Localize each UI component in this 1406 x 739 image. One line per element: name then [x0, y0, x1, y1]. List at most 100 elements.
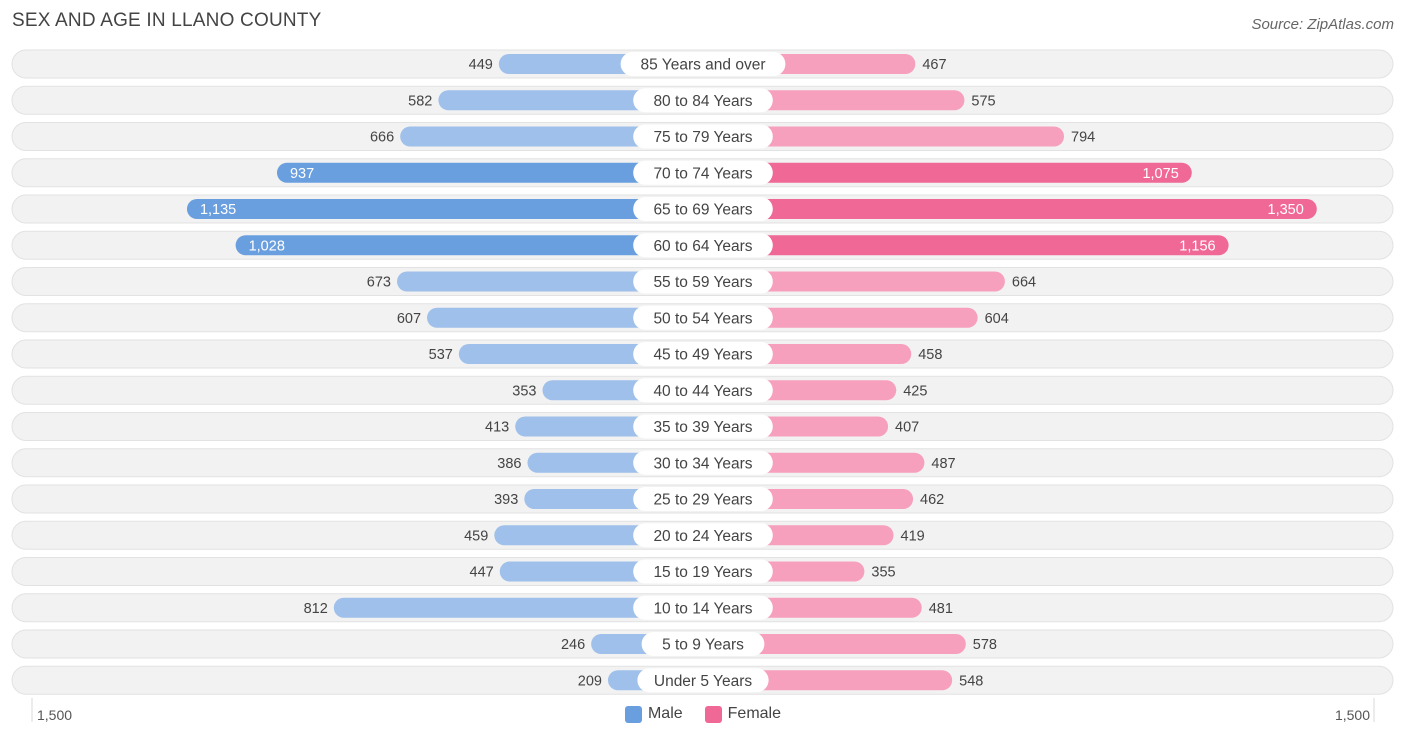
female-value-label: 604 — [985, 311, 1009, 327]
table-row: 10 to 14 Years 812 481 — [11, 593, 1394, 623]
male-value-label: 393 — [494, 492, 518, 508]
female-value-label: 419 — [901, 528, 925, 544]
female-value-label: 407 — [895, 420, 919, 436]
category-label-bg — [633, 88, 773, 113]
category-label: 35 to 39 Years — [653, 419, 752, 436]
category-label: 50 to 54 Years — [653, 310, 752, 327]
female-value-label: 481 — [929, 601, 953, 617]
table-row: 60 to 64 Years 1,028 1,156 — [11, 230, 1394, 260]
category-label-bg — [633, 523, 773, 548]
table-row: 25 to 29 Years 393 462 — [11, 484, 1394, 514]
table-row: Under 5 Years 209 548 — [11, 665, 1394, 695]
male-value-label: 449 — [469, 57, 493, 73]
legend-swatch-female — [704, 705, 722, 723]
female-value-label: 1,156 — [1179, 238, 1215, 254]
male-value-label: 447 — [470, 565, 494, 581]
male-value-label: 937 — [290, 166, 314, 182]
table-row: 55 to 59 Years 673 664 — [11, 267, 1394, 296]
male-value-label: 353 — [512, 383, 536, 399]
legend: Male Female — [0, 705, 1406, 723]
chart-title: SEX AND AGE IN LLANO COUNTY — [12, 10, 322, 31]
female-value-label: 458 — [918, 347, 942, 363]
female-value-label: 425 — [903, 383, 927, 399]
legend-label-female: Female — [727, 705, 782, 722]
male-value-label: 413 — [485, 420, 509, 436]
female-value-label: 467 — [922, 57, 946, 73]
category-label-bg — [633, 378, 773, 403]
male-value-label: 812 — [304, 601, 328, 617]
legend-label-male: Male — [647, 705, 683, 722]
category-label: 25 to 29 Years — [653, 492, 752, 509]
female-value-label: 1,075 — [1142, 166, 1178, 182]
category-label-bg — [633, 233, 773, 258]
category-label-bg — [633, 450, 773, 475]
category-label: 60 to 64 Years — [653, 238, 752, 255]
table-row: 65 to 69 Years 1,135 1,350 — [11, 194, 1394, 224]
female-value-label: 578 — [973, 637, 997, 653]
legend-item-female[interactable]: Female — [704, 705, 782, 723]
male-bar — [186, 199, 715, 219]
source-label: Source: ZipAtlas.com — [1251, 16, 1394, 33]
table-row: 5 to 9 Years 246 578 — [11, 629, 1394, 659]
female-value-label: 664 — [1012, 275, 1036, 291]
category-label: 80 to 84 Years — [653, 93, 752, 110]
category-label-bg — [633, 487, 773, 511]
male-value-label: 582 — [408, 93, 432, 109]
axis-label-left: 1,500 — [37, 707, 73, 723]
male-value-label: 673 — [367, 275, 391, 291]
male-value-label: 666 — [370, 130, 394, 146]
table-row: 50 to 54 Years 607 604 — [11, 303, 1394, 333]
male-value-label: 209 — [578, 673, 602, 689]
table-row: 40 to 44 Years 353 425 — [11, 375, 1394, 405]
male-value-label: 459 — [464, 528, 488, 544]
male-value-label: 1,028 — [249, 238, 285, 254]
category-label: 85 Years and over — [641, 57, 766, 74]
legend-item-male[interactable]: Male — [624, 705, 683, 723]
category-label-bg — [620, 52, 786, 76]
category-label-bg — [633, 197, 773, 221]
category-label-bg — [633, 559, 773, 584]
female-value-label: 548 — [959, 673, 983, 689]
category-label-bg — [633, 124, 773, 149]
male-value-label: 386 — [497, 456, 521, 472]
female-value-label: 487 — [931, 456, 955, 472]
female-value-label: 355 — [871, 565, 895, 581]
table-row: 20 to 24 Years 459 419 — [11, 520, 1394, 550]
table-row: 45 to 49 Years 537 458 — [11, 339, 1394, 369]
category-label-bg — [633, 342, 773, 366]
female-value-label: 462 — [920, 492, 944, 508]
female-bar — [691, 126, 1065, 147]
category-label: 15 to 19 Years — [653, 564, 752, 581]
category-label: 40 to 44 Years — [653, 383, 752, 400]
category-label: 70 to 74 Years — [653, 165, 752, 182]
female-value-label: 575 — [971, 93, 995, 109]
female-value-label: 1,350 — [1268, 202, 1304, 218]
axis-label-right: 1,500 — [1334, 707, 1370, 723]
male-value-label: 607 — [397, 311, 421, 327]
table-row: 30 to 34 Years 386 487 — [11, 448, 1394, 478]
category-label: 30 to 34 Years — [653, 455, 752, 472]
category-label: 10 to 14 Years — [653, 600, 752, 617]
table-row: 15 to 19 Years 447 355 — [11, 557, 1394, 586]
category-label: 20 to 24 Years — [653, 528, 752, 545]
male-bar — [333, 597, 715, 618]
category-label: 55 to 59 Years — [653, 274, 752, 291]
male-bar — [235, 235, 715, 256]
category-label-bg — [633, 414, 773, 439]
category-label-bg — [633, 269, 773, 294]
male-value-label: 537 — [429, 347, 453, 363]
male-value-label: 1,135 — [200, 202, 236, 218]
category-label: Under 5 Years — [654, 673, 752, 690]
category-label: 65 to 69 Years — [653, 202, 752, 219]
category-label-bg — [633, 305, 773, 330]
category-label-bg — [633, 160, 773, 185]
female-bar — [691, 235, 1229, 256]
category-label: 75 to 79 Years — [653, 129, 752, 146]
category-label: 5 to 9 Years — [662, 637, 744, 654]
legend-swatch-male — [624, 705, 642, 723]
male-bar — [276, 162, 715, 183]
category-label-bg — [637, 668, 769, 693]
category-label-bg — [641, 632, 765, 656]
table-row: 35 to 39 Years 413 407 — [11, 412, 1394, 441]
